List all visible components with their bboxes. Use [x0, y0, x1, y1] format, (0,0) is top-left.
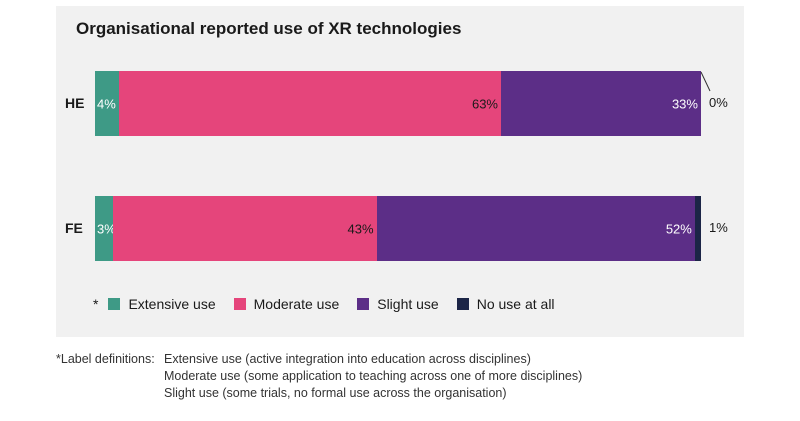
legend-marker: *	[93, 296, 99, 312]
bar-segment-he-2: 33%	[501, 71, 701, 136]
legend-swatch-moderate	[233, 298, 246, 310]
legend: * Extensive use Moderate use Slight use …	[93, 296, 573, 312]
bar-segment-he-1: 63%	[119, 71, 501, 136]
data-label-he-2: 33%	[671, 96, 698, 111]
data-label-he-0: 4%	[97, 96, 116, 111]
bar-fe: 3% 43% 52%	[95, 196, 701, 261]
legend-item-moderate: Moderate use	[233, 296, 340, 312]
legend-item-nouse: No use at all	[456, 296, 555, 312]
data-label-fe-3: 1%	[709, 220, 728, 235]
legend-item-extensive: Extensive use	[108, 296, 216, 312]
chart-title: Organisational reported use of XR techno…	[76, 19, 462, 38]
category-label-fe: FE	[65, 220, 83, 236]
legend-label-slight: Slight use	[377, 296, 439, 312]
bar-he: 4% 63% 33%	[95, 71, 701, 136]
chart-panel	[56, 6, 744, 337]
bar-segment-fe-0: 3%	[95, 196, 116, 261]
data-label-he-3: 0%	[709, 95, 728, 110]
bar-segment-fe-1: 43%	[113, 196, 377, 261]
legend-swatch-slight	[357, 298, 370, 310]
category-label-he: HE	[65, 95, 85, 111]
bar-segment-fe-2: 52%	[376, 196, 695, 261]
legend-label-moderate: Moderate use	[253, 296, 340, 312]
footnote-label: *Label definitions:	[56, 352, 155, 366]
data-label-he-1: 63%	[471, 96, 498, 111]
bar-segment-fe-3	[694, 196, 701, 261]
legend-swatch-extensive	[108, 298, 121, 310]
legend-label-extensive: Extensive use	[128, 296, 216, 312]
bar-segment-he-0: 4%	[95, 71, 120, 136]
legend-swatch-nouse	[456, 298, 469, 310]
data-label-fe-2: 52%	[665, 221, 692, 236]
legend-label-nouse: No use at all	[476, 296, 555, 312]
definition-slight: Slight use (some trials, no formal use a…	[164, 386, 507, 400]
definition-extensive: Extensive use (active integration into e…	[164, 352, 531, 366]
data-label-fe-1: 43%	[347, 221, 374, 236]
legend-item-slight: Slight use	[357, 296, 439, 312]
leader-line-he	[700, 71, 711, 92]
footnote-definitions: Extensive use (active integration into e…	[164, 351, 582, 402]
definition-moderate: Moderate use (some application to teachi…	[164, 369, 583, 383]
data-label-fe-0: 3%	[97, 221, 116, 236]
